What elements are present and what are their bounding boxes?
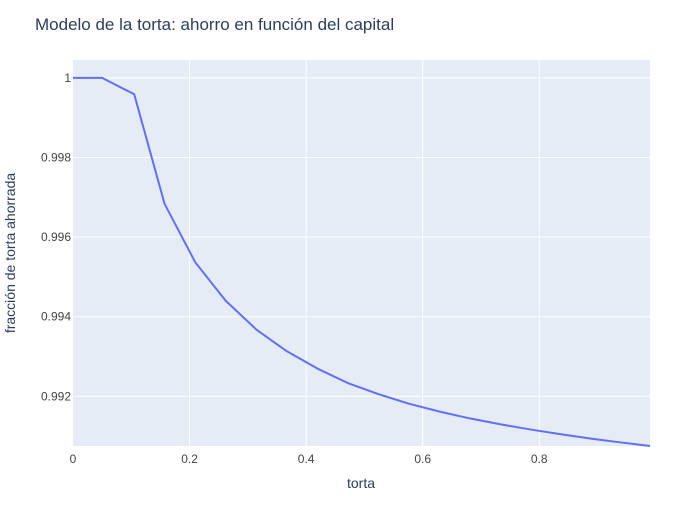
y-tick-label: 0.998 xyxy=(41,150,71,164)
x-tick-label: 0.6 xyxy=(414,452,431,466)
x-tick-label: 0.2 xyxy=(181,452,198,466)
x-tick-label: 0 xyxy=(70,452,77,466)
y-tick-label: 0.996 xyxy=(41,230,71,244)
y-tick-label: 0.994 xyxy=(41,310,71,324)
x-tick-label: 0.4 xyxy=(298,452,315,466)
x-tick-label: 0.8 xyxy=(531,452,548,466)
tick-layer: 0 0.2 0.4 0.6 0.8 0.992 0.994 0.996 0.998 1 xyxy=(41,71,548,466)
series-line xyxy=(73,76,651,447)
series-layer xyxy=(73,76,651,447)
x-axis-label: torta xyxy=(347,475,375,491)
y-axis-label: fracción de torta ahorrada xyxy=(2,173,18,334)
plot-area xyxy=(73,60,650,446)
chart-title: Modelo de la torta: ahorro en función de… xyxy=(35,15,394,34)
grid-layer xyxy=(73,60,650,446)
y-tick-label: 0.992 xyxy=(41,389,71,403)
y-tick-label: 1 xyxy=(64,71,71,85)
